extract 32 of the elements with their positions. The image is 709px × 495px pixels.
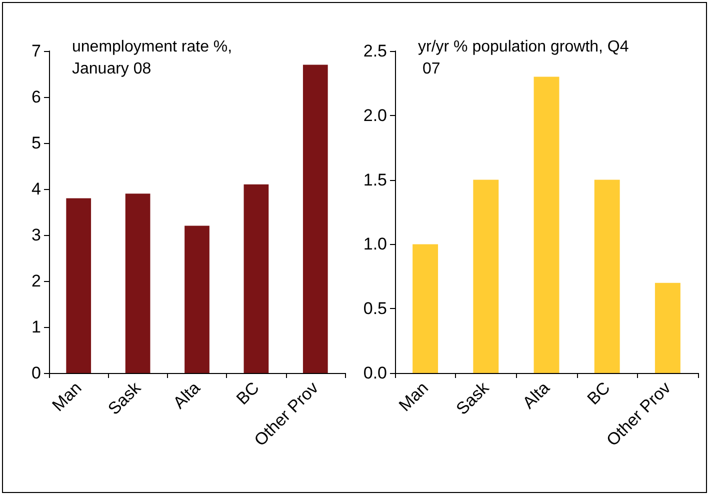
chart-title: unemployment rate %, January 08	[72, 38, 237, 78]
y-tick-label: 0	[32, 364, 41, 382]
y-tick-label: 4	[32, 180, 41, 198]
y-tick-label: 2	[32, 272, 41, 290]
x-tick-label: BC	[584, 378, 614, 408]
bar	[412, 244, 438, 373]
y-tick-label: 2.5	[363, 42, 387, 60]
bar	[534, 76, 560, 373]
bar	[594, 180, 620, 373]
bar	[66, 198, 92, 373]
x-tick-label: Alta	[170, 378, 204, 412]
bar	[125, 194, 150, 373]
y-tick-label: 7	[32, 42, 41, 60]
bar	[473, 180, 499, 373]
y-tick-label: 6	[32, 88, 41, 106]
bar	[184, 226, 210, 373]
y-tick-label: 1.0	[363, 234, 387, 254]
bar	[654, 282, 680, 373]
y-tick-label: 0.5	[363, 299, 387, 318]
x-tick-label: Alta	[519, 378, 554, 412]
y-tick-label: 0.0	[363, 364, 387, 382]
y-tick-label: 1.5	[363, 170, 387, 190]
bar	[244, 184, 269, 373]
x-tick-label: BC	[232, 378, 263, 408]
chart-title: yr/yr % population growth, Q4 07	[418, 38, 629, 78]
x-tick-label: Man	[48, 378, 86, 416]
x-tick-label: Man	[395, 378, 432, 416]
bar	[302, 64, 328, 373]
y-tick-label: 5	[32, 134, 41, 152]
y-tick-label: 1	[32, 318, 41, 336]
y-tick-label: 3	[32, 226, 41, 244]
y-tick-label: 2.0	[363, 106, 387, 125]
